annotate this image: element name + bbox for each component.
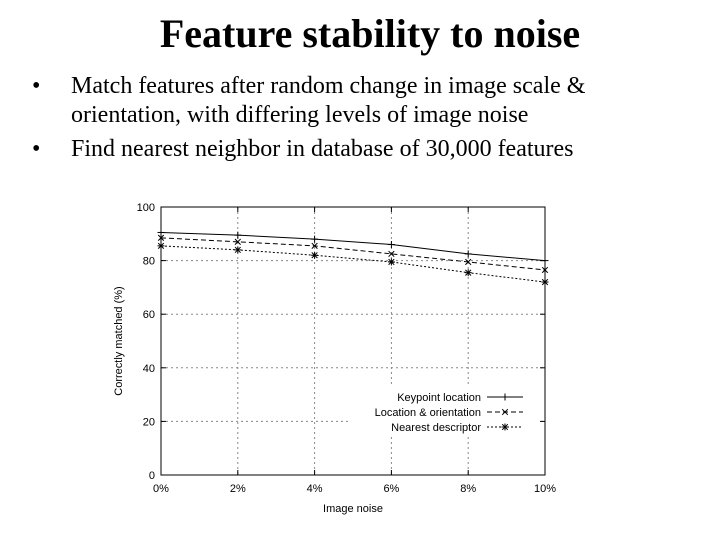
x-tick-label: 2% <box>230 483 246 495</box>
x-tick-label: 10% <box>534 483 556 495</box>
data-point-series-2 <box>465 258 472 266</box>
bullet-icon: • <box>32 73 41 99</box>
y-tick-label: 40 <box>143 363 155 375</box>
bullet-text: Match features after random change in im… <box>71 73 586 128</box>
data-point-series-3 <box>387 258 395 266</box>
y-tick-label: 80 <box>143 256 155 268</box>
y-tick-label: 0 <box>149 470 155 482</box>
x-tick-label: 4% <box>307 483 323 495</box>
bullet-list: • Match features after random change in … <box>30 72 700 169</box>
series-line-3 <box>160 245 546 283</box>
x-tick-label: 6% <box>383 483 399 495</box>
x-tick-label: 0% <box>153 483 169 495</box>
data-point-series-3 <box>464 269 472 277</box>
legend-label: Keypoint location <box>397 392 481 404</box>
data-point-series-1 <box>464 250 472 258</box>
data-point-series-1 <box>311 235 319 243</box>
y-tick-label: 100 <box>137 202 155 214</box>
legend-background <box>351 385 539 437</box>
series-line-2 <box>160 237 546 271</box>
line-chart: 0 20 40 60 80 100 0% 2% 4% 6% 8% 10% Image noise Corr… <box>113 202 556 515</box>
data-point-series-3 <box>541 278 549 286</box>
data-point-series-3 <box>311 251 319 259</box>
legend-label: Nearest descriptor <box>391 422 481 434</box>
bullet-item: • Find nearest neighbor in database of 3… <box>30 135 700 164</box>
series-line-1 <box>160 231 546 262</box>
bullet-item: • Match features after random change in … <box>30 72 700 130</box>
data-point-series-3 <box>157 242 165 250</box>
data-point-series-1 <box>157 228 165 236</box>
x-tick-label: 8% <box>460 483 476 495</box>
y-tick-label: 60 <box>143 309 155 321</box>
legend-marker <box>501 423 509 431</box>
bullet-icon: • <box>32 136 41 162</box>
plot-frame <box>160 206 546 476</box>
data-point-series-1 <box>234 231 242 239</box>
slide-title: Feature stability to noise <box>159 11 581 56</box>
legend-label: Location & orientation <box>375 407 481 419</box>
y-axis-title: Correctly matched (%) <box>113 286 125 395</box>
data-point-series-2 <box>388 250 395 258</box>
data-point-series-1 <box>541 257 549 265</box>
legend-marker <box>501 393 509 401</box>
x-axis-title: Image noise <box>323 503 383 515</box>
data-point-series-3 <box>234 246 242 254</box>
bullet-text: Find nearest neighbor in database of 30,… <box>71 136 574 162</box>
y-tick-label: 20 <box>143 416 155 428</box>
legend-marker <box>501 408 509 416</box>
data-point-series-1 <box>387 241 395 249</box>
data-point-series-2 <box>234 238 241 245</box>
data-point-series-2 <box>311 242 318 250</box>
data-point-series-2 <box>541 266 549 274</box>
data-point-series-2 <box>157 234 165 241</box>
